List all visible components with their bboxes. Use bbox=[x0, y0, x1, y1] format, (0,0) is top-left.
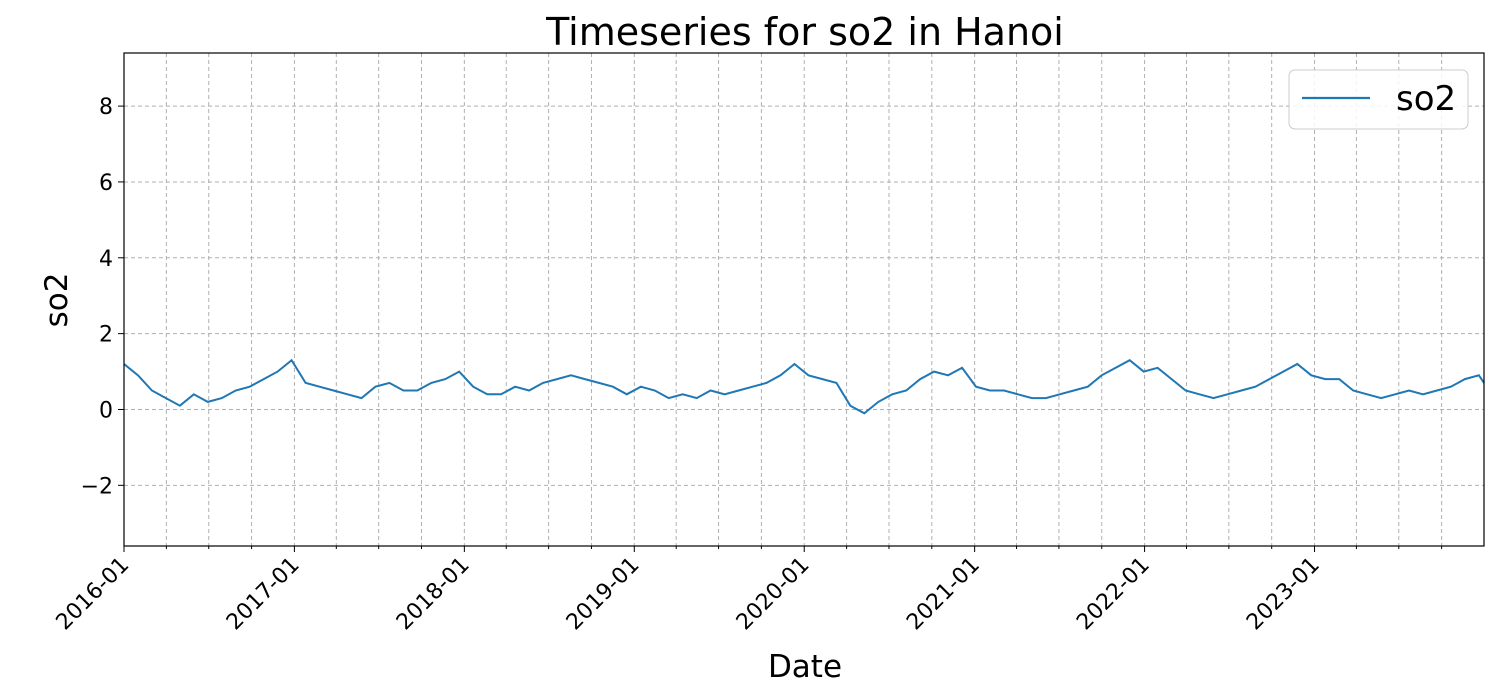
y-tick-label: 0 bbox=[99, 398, 113, 423]
y-tick-label: 8 bbox=[99, 95, 113, 120]
grid bbox=[123, 53, 1484, 546]
x-axis: 2016-01 2017-01 2018-01 2019-01 2020-01 2021-… bbox=[52, 546, 1443, 636]
chart-title: Timeseries for so2 in Hanoi bbox=[545, 10, 1064, 54]
so2-series-line bbox=[123, 358, 1485, 415]
x-tick-label: 2018-01 bbox=[392, 553, 475, 636]
legend-frame bbox=[1288, 69, 1469, 130]
x-tick-label: 2022-01 bbox=[1072, 553, 1155, 636]
y-axis: −2 0 2 4 6 8 bbox=[81, 95, 124, 499]
x-tick-label: 2016-01 bbox=[52, 553, 135, 636]
y-tick-label: 4 bbox=[99, 247, 113, 272]
y-tick-label: 2 bbox=[99, 323, 113, 348]
y-axis-label: so2 bbox=[39, 273, 75, 328]
x-tick-label: 2017-01 bbox=[222, 553, 305, 636]
legend: so2 bbox=[1288, 69, 1469, 130]
x-tick-label: 2019-01 bbox=[562, 553, 645, 636]
y-tick-label: 6 bbox=[99, 171, 113, 196]
y-tick-label: −2 bbox=[81, 474, 113, 499]
x-axis-label: Date bbox=[768, 649, 842, 685]
x-tick-label: 2020-01 bbox=[732, 553, 815, 636]
x-tick-label: 2023-01 bbox=[1242, 553, 1325, 636]
legend-entry-so2: so2 bbox=[1396, 79, 1456, 119]
x-tick-label: 2021-01 bbox=[902, 553, 985, 636]
